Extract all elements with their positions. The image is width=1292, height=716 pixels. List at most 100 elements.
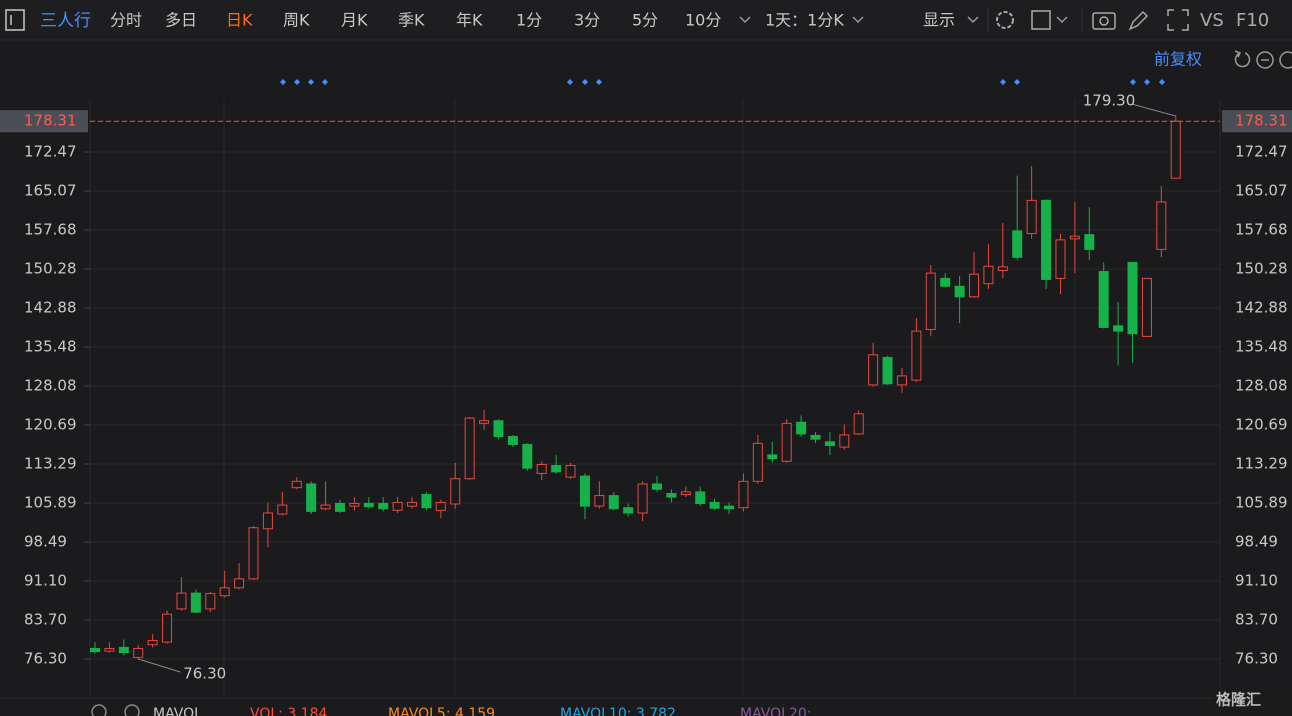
layout-icon[interactable] <box>1031 10 1051 30</box>
candle-body <box>176 592 187 610</box>
period-tab[interactable]: 10分 <box>685 11 721 30</box>
candle-body <box>306 483 317 512</box>
chevron[interactable] <box>1056 16 1068 24</box>
candle-body <box>896 375 907 386</box>
period-tab[interactable]: 年K <box>456 11 483 30</box>
candle-body <box>796 421 807 435</box>
draw-icon[interactable] <box>1128 10 1149 31</box>
camera-icon[interactable] <box>1092 12 1116 30</box>
candle-body <box>1141 277 1152 337</box>
candle-body <box>882 356 893 385</box>
period-tab[interactable]: 5分 <box>632 11 658 30</box>
period-tab[interactable]: 分时 <box>110 11 142 30</box>
indicator-name[interactable]: MAVOL <box>153 706 202 716</box>
period-tab[interactable]: 月K <box>341 11 368 30</box>
indicator-close[interactable] <box>124 704 140 716</box>
f10-button[interactable]: F10 <box>1236 10 1269 31</box>
last-price-label-right: 178.31 <box>1235 112 1288 130</box>
period-tab[interactable]: 季K <box>398 11 425 30</box>
range-select[interactable]: 1天：1分K <box>765 11 844 30</box>
candle-body <box>536 463 547 474</box>
candle-body <box>334 502 345 512</box>
zoom-in-icon[interactable] <box>1279 51 1292 69</box>
candle-body <box>868 354 879 386</box>
adjust-mode[interactable]: 前复权 <box>1154 50 1202 69</box>
candle-body <box>479 420 490 424</box>
candle-body <box>565 465 576 478</box>
period-tab[interactable]: 多日 <box>165 11 197 30</box>
candle-body <box>709 501 720 509</box>
fullscreen-icon[interactable] <box>1167 9 1189 31</box>
y-tick-label-right: 120.69 <box>1235 415 1288 433</box>
annotation-label: 76.30 <box>183 664 226 682</box>
candle-body <box>767 454 778 460</box>
candle-body <box>579 475 590 507</box>
stock-name[interactable]: 三人行 <box>40 11 91 31</box>
y-tick-label-right: 157.68 <box>1235 220 1288 238</box>
display-menu[interactable]: 显示 <box>923 11 955 30</box>
candle-body <box>1156 201 1167 250</box>
y-tick-label: 157.68 <box>24 220 77 238</box>
candle-body <box>147 640 158 646</box>
candle-body <box>853 413 864 435</box>
annotation-leader <box>1131 103 1176 117</box>
period-tabs: 分时 多日 日K 周K 月K 季K 年K 1分 3分 5分 10分 <box>110 11 721 30</box>
menu-icon[interactable] <box>5 9 25 31</box>
y-tick-label: 150.28 <box>24 259 77 277</box>
candle-body <box>1113 325 1124 332</box>
camera-lens <box>1099 16 1109 26</box>
candle-body <box>1069 235 1080 240</box>
period-tab[interactable]: 日K <box>226 11 253 30</box>
indicator-value: VOL: 3.184 <box>250 706 327 716</box>
settings-icon[interactable] <box>996 11 1014 29</box>
period-tab[interactable]: 3分 <box>574 11 600 30</box>
candle-body <box>133 647 144 658</box>
indicator-legend: VOL: 3.184 MAVOL5: 4.159 MAVOL10: 3.782 MAV… <box>250 706 811 716</box>
candle-body <box>925 272 936 331</box>
candle-body <box>435 501 446 511</box>
y-tick-label-right: 135.48 <box>1235 338 1288 356</box>
candle-body <box>954 285 965 298</box>
candle-body <box>378 502 389 510</box>
y-tick-label: 120.69 <box>24 415 77 433</box>
candle-body <box>983 265 994 285</box>
candle-body <box>810 434 821 440</box>
candle-body <box>90 647 100 653</box>
y-tick-label-right: 98.49 <box>1235 533 1278 551</box>
y-tick-label: 83.70 <box>24 610 67 628</box>
vs-button[interactable]: VS <box>1200 10 1224 31</box>
y-tick-label-right: 113.29 <box>1235 454 1288 472</box>
indicator-value: MAVOL5: 4.159 <box>388 706 495 716</box>
undo-icon[interactable] <box>1234 50 1251 68</box>
vertical-grid <box>89 100 1221 697</box>
candle-body <box>623 507 634 514</box>
candle-body <box>1026 199 1037 235</box>
last-price-box <box>0 110 88 133</box>
y-tick-label-right: 165.07 <box>1235 182 1288 200</box>
chevron[interactable] <box>852 16 864 24</box>
chevron[interactable] <box>967 16 979 24</box>
y-tick-label-right: 105.89 <box>1235 494 1288 512</box>
candle-body <box>262 512 273 530</box>
y-tick-label-right: 172.47 <box>1235 143 1288 161</box>
candle-body <box>118 646 129 654</box>
candle-body <box>608 495 619 510</box>
annotation-leader <box>138 658 181 673</box>
candle-body <box>349 502 360 507</box>
chevron[interactable] <box>739 16 751 24</box>
candle-body <box>277 504 288 515</box>
watermark: 格隆汇 <box>1216 691 1261 709</box>
candle-body <box>695 491 706 504</box>
indicator-value: MAVOL10: 3.782 <box>560 706 676 716</box>
period-tab[interactable]: 1分 <box>516 11 542 30</box>
indicator-settings[interactable] <box>91 704 107 716</box>
indicator-value: MAVOL20: <box>740 706 811 716</box>
period-tab[interactable]: 周K <box>283 11 310 30</box>
y-tick-label: 76.30 <box>24 649 67 667</box>
candle-body <box>219 587 230 597</box>
candle-body <box>392 501 403 511</box>
last-price-box-right <box>1222 110 1292 133</box>
zoom-out-icon[interactable] <box>1256 51 1274 69</box>
candle-body <box>1127 262 1138 335</box>
y-tick-label-right: 83.70 <box>1235 610 1278 628</box>
